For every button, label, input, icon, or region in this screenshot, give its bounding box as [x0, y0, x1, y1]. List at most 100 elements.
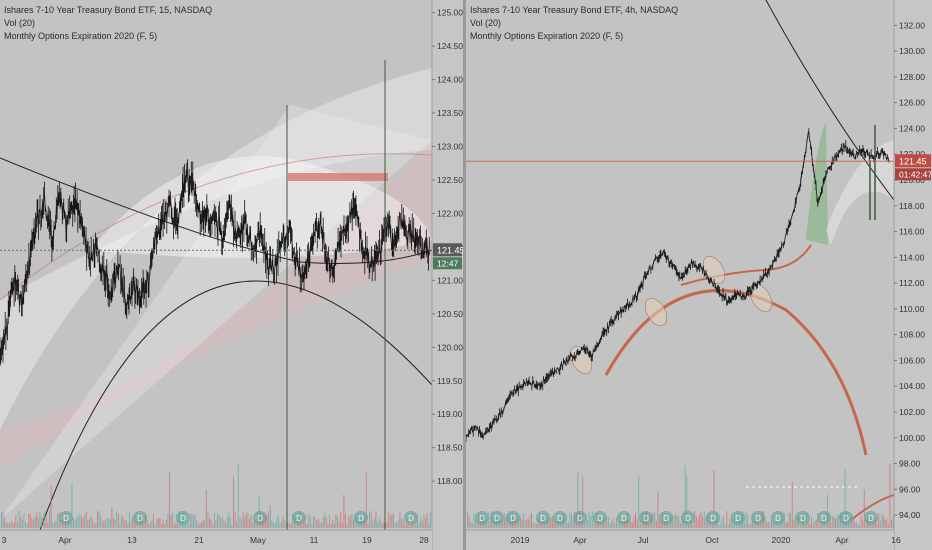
volume-bar	[550, 517, 552, 528]
price-badge-label: 121.45	[899, 156, 927, 166]
event-marker-label: D	[821, 514, 827, 523]
volume-bar	[20, 516, 22, 528]
volume-bar	[17, 522, 18, 528]
volume-bar	[229, 516, 231, 528]
price-tick-label: 123.00	[437, 142, 463, 152]
volume-bar	[45, 515, 47, 528]
volume-bar	[122, 516, 124, 528]
left-legend-volume[interactable]: Vol (20)	[4, 18, 36, 28]
volume-bar	[394, 522, 396, 528]
right-chart-pane[interactable]: D D D D D D D D D D D D D D D D D D D 94.00 96.00 98.00 100.00…	[466, 0, 932, 550]
volume-bar	[875, 519, 876, 528]
volume-bar	[684, 465, 686, 528]
volume-bar	[185, 524, 186, 528]
volume-bar	[162, 519, 164, 528]
volume-bar	[50, 486, 52, 528]
volume-bar	[417, 514, 418, 528]
volume-bar	[671, 514, 673, 528]
volume-bar	[475, 514, 476, 528]
volume-bar	[210, 519, 212, 528]
volume-bar	[799, 524, 801, 528]
volume-bar	[426, 513, 428, 528]
volume-bar	[241, 519, 242, 528]
right-legend-symbol[interactable]: Ishares 7-10 Year Treasury Bond ETF, 4h,…	[470, 5, 679, 15]
fan-drawings	[569, 0, 895, 521]
right-legend-volume[interactable]: Vol (20)	[470, 18, 502, 28]
price-badge	[895, 154, 931, 168]
volume-bar	[197, 524, 199, 528]
volume-bar	[73, 518, 74, 528]
volume-bar	[282, 517, 284, 528]
volume-bar	[373, 518, 375, 528]
volume-bar	[830, 522, 832, 528]
volume-bar	[678, 515, 680, 528]
volume-bar	[537, 518, 539, 528]
event-marker-circle	[59, 511, 73, 525]
volume-bar	[121, 515, 122, 528]
time-tick-label: 2019	[511, 535, 530, 545]
left-legend-symbol[interactable]: Ishares 7-10 Year Treasury Bond ETF, 15,…	[4, 5, 213, 15]
trend-curve	[0, 157, 433, 264]
light-wedge	[0, 105, 432, 520]
volume-bar	[103, 520, 105, 528]
time-tick-label: Oct	[705, 535, 719, 545]
volume-bar	[244, 516, 246, 528]
pane-divider[interactable]	[463, 0, 466, 550]
volume-bar	[273, 522, 274, 528]
arc-curve	[765, 0, 895, 201]
volume-bar	[793, 519, 795, 528]
volume-bar	[61, 519, 63, 528]
volume-bar	[420, 517, 422, 528]
volume-bar	[887, 522, 889, 528]
volume-bar	[220, 517, 222, 528]
volume-bar	[151, 520, 153, 528]
volume-bar	[114, 520, 116, 528]
event-marker-circle	[639, 511, 653, 525]
left-legend-options-expiration[interactable]: Monthly Options Expiration 2020 (F, 5)	[4, 31, 158, 41]
volume-bar	[281, 521, 282, 528]
right-legend-options-expiration[interactable]: Monthly Options Expiration 2020 (F, 5)	[470, 31, 624, 41]
volume-bar	[724, 524, 726, 528]
volume-bar	[105, 520, 106, 528]
time-tick-label: 21	[194, 535, 204, 545]
left-chart-pane[interactable]: D D D D D D D 118.00 118.50 119.00 119.50 120.00 120…	[0, 0, 463, 550]
volume-bar	[1, 512, 2, 528]
volume-bar	[284, 520, 286, 528]
event-marker-circle	[475, 511, 489, 525]
price-tick-label: 119.00	[437, 409, 463, 419]
volume-bar	[164, 524, 166, 528]
time-tick-label: Apr	[58, 535, 71, 545]
countdown-label: 01:42:47	[899, 169, 932, 179]
volume-bar	[471, 523, 473, 528]
event-marker-label: D	[843, 514, 849, 523]
volume-bar	[341, 523, 343, 528]
volume-bar	[37, 517, 39, 528]
vertical-markers	[286, 60, 386, 530]
volume-bar	[340, 512, 342, 528]
volume-bar	[231, 524, 233, 528]
volume-bar	[659, 517, 660, 528]
right-chart-canvas[interactable]: D D D D D D D D D D D D D D D D D D D 94.0096.0098.00100.00…	[466, 0, 932, 550]
volume-bar	[735, 524, 737, 528]
price-tick-label: 125.00	[437, 8, 463, 18]
volume-bar	[702, 516, 704, 528]
volume-bar	[5, 523, 7, 528]
volume-bar	[90, 515, 92, 528]
left-chart-canvas[interactable]: D D D D D D D 118.00 118.50 119.00 119.50 120.00 120…	[0, 0, 463, 550]
volume-bar	[635, 512, 636, 528]
volume-bar	[683, 519, 684, 528]
volume-bar	[279, 523, 281, 528]
volume-bar	[681, 516, 683, 528]
price-tick-label: 110.00	[899, 304, 925, 314]
volume-bar	[386, 521, 388, 528]
volume-bar	[106, 517, 108, 528]
volume-bar	[534, 523, 536, 528]
volume-bar	[351, 513, 353, 528]
volume-bar	[587, 520, 588, 528]
volume-bar	[253, 521, 255, 528]
volume-bar	[21, 519, 23, 528]
volume-bar	[12, 522, 14, 528]
volume-bar	[329, 514, 330, 528]
volume-bar	[585, 516, 587, 528]
volume-bar	[365, 472, 367, 528]
